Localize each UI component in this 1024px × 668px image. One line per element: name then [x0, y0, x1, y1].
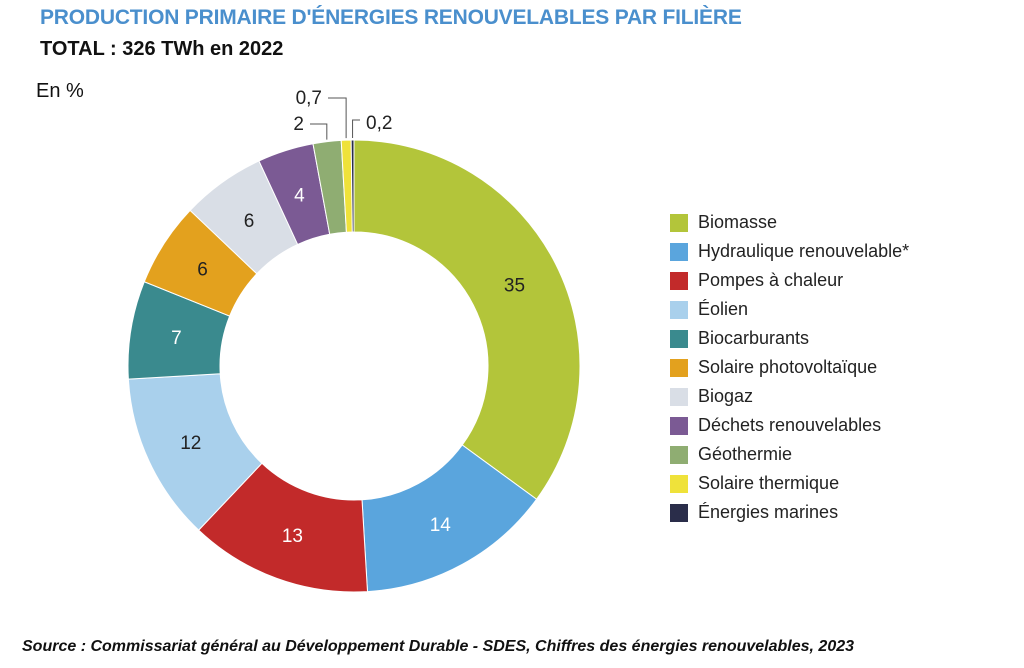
legend-item-solaire-thermique: Solaire thermique [670, 469, 909, 498]
slice-energies-marines [350, 139, 355, 233]
legend-swatch [670, 474, 688, 493]
slice-label-energies-marines: 0,2 [366, 113, 392, 134]
unit-label: En % [36, 80, 84, 102]
legend-swatch [670, 329, 688, 348]
legend-swatch [670, 300, 688, 319]
slice-label-hydraulique-renouvelable: 14 [430, 515, 452, 536]
chart-title: PRODUCTION PRIMAIRE D'ÉNERGIES RENOUVELA… [40, 6, 742, 29]
legend-label: Biogaz [698, 386, 754, 406]
legend-swatch [670, 213, 688, 232]
legend-item-eolien: Éolien [670, 295, 909, 324]
slice-label-pompes-a-chaleur: 13 [282, 526, 303, 547]
legend-item-dechets-renouvelables: Déchets renouvelables [670, 411, 909, 440]
slice-label-solaire-photovoltaique: 6 [197, 260, 208, 281]
callout-line-energies-marines [352, 119, 360, 139]
legend-label: Pompes à chaleur [698, 270, 844, 290]
chart-subtitle: TOTAL : 326 TWh en 2022 [40, 38, 284, 60]
legend-label: Biomasse [698, 212, 778, 232]
legend-label: Hydraulique renouvelable* [698, 241, 910, 261]
legend-swatch [670, 242, 688, 261]
slice-biomasse [353, 139, 581, 500]
legend-item-hydraulique-renouvelable: Hydraulique renouvelable* [670, 237, 909, 266]
legend-item-geothermie: Géothermie [670, 440, 909, 469]
legend-label: Solaire thermique [698, 473, 840, 493]
legend-swatch [670, 445, 688, 464]
legend-item-solaire-photovoltaique: Solaire photovoltaïque [670, 353, 909, 382]
slice-label-biomasse: 35 [504, 275, 525, 296]
legend-swatch [670, 503, 688, 522]
callout-line-geothermie [310, 123, 328, 140]
legend-label: Biocarburants [698, 328, 810, 348]
legend-item-energies-marines: Énergies marines [670, 498, 909, 527]
slice-label-biogaz: 6 [244, 211, 255, 232]
legend-label: Déchets renouvelables [698, 415, 882, 435]
legend-item-biogaz: Biogaz [670, 382, 909, 411]
legend: Biomasse Hydraulique renouvelable* Pompes … [670, 208, 909, 527]
legend-swatch [670, 358, 688, 377]
legend-label: Énergies marines [698, 502, 839, 522]
slice-label-biocarburants: 7 [171, 328, 182, 349]
slice-label-eolien: 12 [180, 433, 201, 454]
callout-line-solaire-thermique [328, 97, 347, 139]
legend-swatch [670, 416, 688, 435]
legend-label: Éolien [698, 299, 749, 319]
legend-swatch [670, 271, 688, 290]
legend-label: Géothermie [698, 444, 793, 464]
legend-label: Solaire photovoltaïque [698, 357, 878, 377]
legend-item-pompes-a-chaleur: Pompes à chaleur [670, 266, 909, 295]
source-note: Source : Commissariat général au Dévelop… [22, 638, 855, 655]
legend-item-biocarburants: Biocarburants [670, 324, 909, 353]
slice-label-solaire-thermique: 0,7 [296, 88, 322, 109]
slice-label-geothermie: 2 [293, 114, 304, 135]
slice-label-dechets-renouvelables: 4 [294, 185, 305, 206]
legend-swatch [670, 387, 688, 406]
legend-item-biomasse: Biomasse [670, 208, 909, 237]
